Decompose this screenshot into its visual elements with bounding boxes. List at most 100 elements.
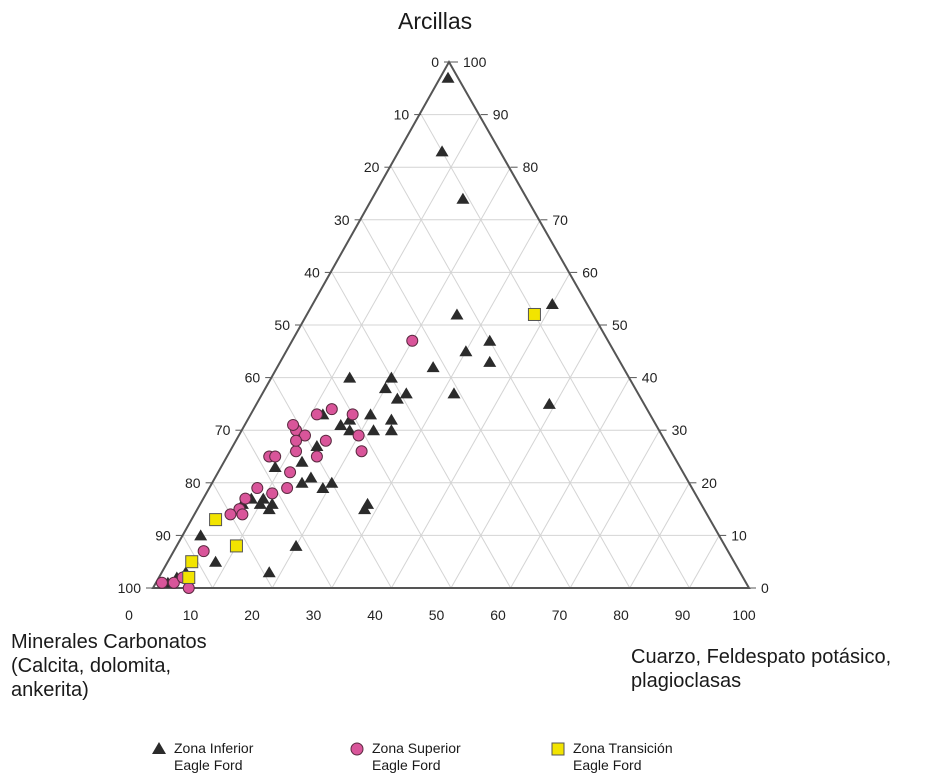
legend-label-line2: Eagle Ford xyxy=(174,757,243,773)
point-circle xyxy=(251,482,264,495)
left-axis-label: Minerales Carbonatos (Calcita, dolomita,… xyxy=(11,631,207,701)
point-triangle xyxy=(343,371,357,383)
point-triangle xyxy=(399,387,413,399)
point-circle xyxy=(298,429,311,442)
point-triangle xyxy=(447,387,461,399)
point-triangle xyxy=(304,471,318,483)
grid-line xyxy=(688,535,720,589)
tick-label: 50 xyxy=(429,607,445,623)
tick-label: 10 xyxy=(394,107,410,123)
point-circle xyxy=(355,445,368,458)
tick-label: 10 xyxy=(731,527,747,543)
tick-label: 30 xyxy=(334,212,350,228)
point-triangle xyxy=(289,539,303,551)
right-axis-label: Cuarzo, Feldespato potásico, plagioclasa… xyxy=(631,646,892,692)
tick-label: 20 xyxy=(701,475,717,491)
point-triangle xyxy=(435,145,449,157)
tick-label: 70 xyxy=(552,607,568,623)
point-square xyxy=(182,570,196,584)
triangle-legend-icon xyxy=(152,742,166,754)
point-square xyxy=(185,555,199,569)
tick-label: 0 xyxy=(431,54,439,70)
tick-label: 80 xyxy=(185,475,201,491)
point-circle xyxy=(287,418,300,431)
point-triangle xyxy=(364,408,378,420)
point-triangle xyxy=(384,413,398,425)
point-circle xyxy=(290,445,303,458)
tick-label: 40 xyxy=(642,370,658,386)
grid-line xyxy=(361,219,571,589)
tick-label: 90 xyxy=(493,107,509,123)
point-circle xyxy=(155,576,168,589)
point-triangle xyxy=(483,334,497,346)
tick-label: 100 xyxy=(463,54,487,70)
point-triangle xyxy=(450,308,464,320)
point-triangle xyxy=(390,392,404,404)
tick-label: 100 xyxy=(732,607,756,623)
tick-label: 80 xyxy=(613,607,629,623)
point-circle xyxy=(269,450,282,463)
grid-line xyxy=(331,272,512,589)
grid-line xyxy=(212,482,273,589)
tick-label: 100 xyxy=(118,580,142,596)
point-triangle xyxy=(262,503,276,515)
point-triangle xyxy=(483,355,497,367)
tick-label: 70 xyxy=(215,422,231,438)
data-points xyxy=(155,71,559,594)
point-triangle xyxy=(441,71,455,83)
point-triangle xyxy=(426,361,440,373)
tick-label: 50 xyxy=(612,317,628,333)
grid-line xyxy=(420,114,690,589)
tick-label: 90 xyxy=(675,607,691,623)
point-triangle xyxy=(194,529,208,541)
legend-label-line1: Zona Superior xyxy=(372,740,461,756)
legend-label-line1: Zona Transición xyxy=(573,740,673,756)
grid-line xyxy=(331,219,541,589)
point-triangle xyxy=(209,555,223,567)
point-triangle xyxy=(542,397,556,409)
point-triangle xyxy=(456,192,470,204)
tick-labels: 0 10 20 30 40 50 60 70 80 90 100010203040506070809… xyxy=(118,54,769,623)
tick-label: 60 xyxy=(582,264,598,280)
point-triangle xyxy=(378,382,392,394)
tick-label: 0 xyxy=(125,607,133,623)
tick-label: 60 xyxy=(490,607,506,623)
circle-legend-icon xyxy=(350,742,364,756)
point-triangle xyxy=(367,424,381,436)
point-triangle xyxy=(343,424,357,436)
point-triangle xyxy=(358,503,372,515)
point-circle xyxy=(346,408,359,421)
point-circle xyxy=(236,508,249,521)
tick-label: 20 xyxy=(244,607,260,623)
tick-label: 80 xyxy=(523,159,539,175)
legend-item-superior: Zona Superior Eagle Ford xyxy=(350,740,461,774)
tick-label: 0 xyxy=(761,580,769,596)
point-triangle xyxy=(295,476,309,488)
point-circle xyxy=(281,482,294,495)
tick-label: 30 xyxy=(306,607,322,623)
grid-line xyxy=(212,114,482,589)
tick-label: 70 xyxy=(552,212,568,228)
legend-item-inferior: Zona Inferior Eagle Ford xyxy=(152,740,253,774)
point-circle xyxy=(224,508,237,521)
tick-label: 30 xyxy=(672,422,688,438)
legend-label-line1: Zona Inferior xyxy=(174,740,254,756)
ternary-grid xyxy=(182,114,720,589)
point-circle xyxy=(182,582,195,594)
tick-label: 10 xyxy=(183,607,199,623)
point-circle xyxy=(284,466,297,479)
point-square xyxy=(209,513,223,527)
point-circle xyxy=(167,576,180,589)
point-triangle xyxy=(384,424,398,436)
point-triangle xyxy=(316,482,330,494)
point-triangle xyxy=(384,371,398,383)
grid-line xyxy=(301,324,452,589)
point-circle xyxy=(406,334,419,347)
tick-label: 40 xyxy=(367,607,383,623)
legend-label-line2: Eagle Ford xyxy=(573,757,642,773)
top-axis-label: Arcillas xyxy=(398,8,473,34)
point-triangle xyxy=(295,455,309,467)
tick-label: 60 xyxy=(245,370,261,386)
point-circle xyxy=(310,408,323,421)
tick-label: 50 xyxy=(274,317,290,333)
